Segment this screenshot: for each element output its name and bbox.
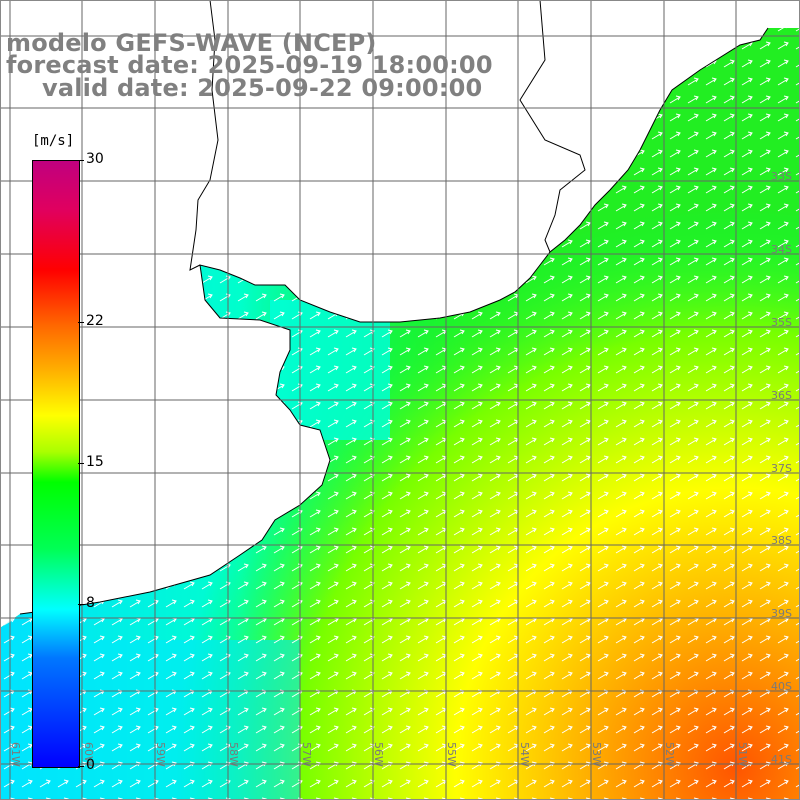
latitude-label: 40S — [771, 680, 792, 693]
latitude-label: 36S — [771, 389, 792, 402]
colorbar-tick-label: 22 — [86, 312, 104, 329]
latitude-label: 37S — [771, 462, 792, 475]
colorbar-tick-label: 30 — [86, 151, 104, 167]
colorbar-tick-label: 8 — [86, 595, 95, 612]
longitude-label: 52W — [663, 742, 676, 767]
longitude-label: 51W — [736, 742, 749, 767]
latitude-label: 35S — [771, 316, 792, 329]
latitude-label: 33S — [771, 170, 792, 183]
river-boundary — [189, 0, 219, 271]
coastline — [19, 27, 769, 615]
longitude-label: 57W — [300, 742, 313, 767]
colorbar-tick — [78, 160, 84, 161]
colorbar-tick — [78, 463, 84, 464]
longitude-label: 59W — [154, 742, 167, 767]
latitude-label: 38S — [771, 534, 792, 547]
latitude-label: 34S — [771, 243, 792, 256]
colorbar-tick — [78, 766, 84, 767]
colorbar-tick-label: 0 — [86, 757, 95, 773]
longitude-label: 54W — [518, 742, 531, 767]
model-title: modelo GEFS-WAVE (NCEP) — [6, 29, 377, 57]
longitude-label: 53W — [590, 742, 603, 767]
latitude-label: 41S — [771, 753, 792, 766]
colorbar-tick-label: 15 — [86, 454, 104, 470]
forecast-date: forecast date: 2025-09-19 18:00:00 — [6, 51, 493, 79]
longitude-label: 61W — [9, 742, 22, 767]
longitude-label: 56W — [372, 742, 385, 767]
longitude-label: 58W — [227, 742, 240, 767]
colorbar-tick — [78, 604, 84, 606]
colorbar-unit: [m/s] — [32, 133, 75, 149]
valid-date: valid date: 2025-09-22 09:00:00 — [42, 74, 483, 102]
colorbar-tick — [78, 321, 84, 323]
latitude-label: 39S — [771, 607, 792, 620]
colorbar — [32, 160, 80, 768]
lagoon-outline — [519, 0, 586, 253]
longitude-label: 55W — [445, 742, 458, 767]
